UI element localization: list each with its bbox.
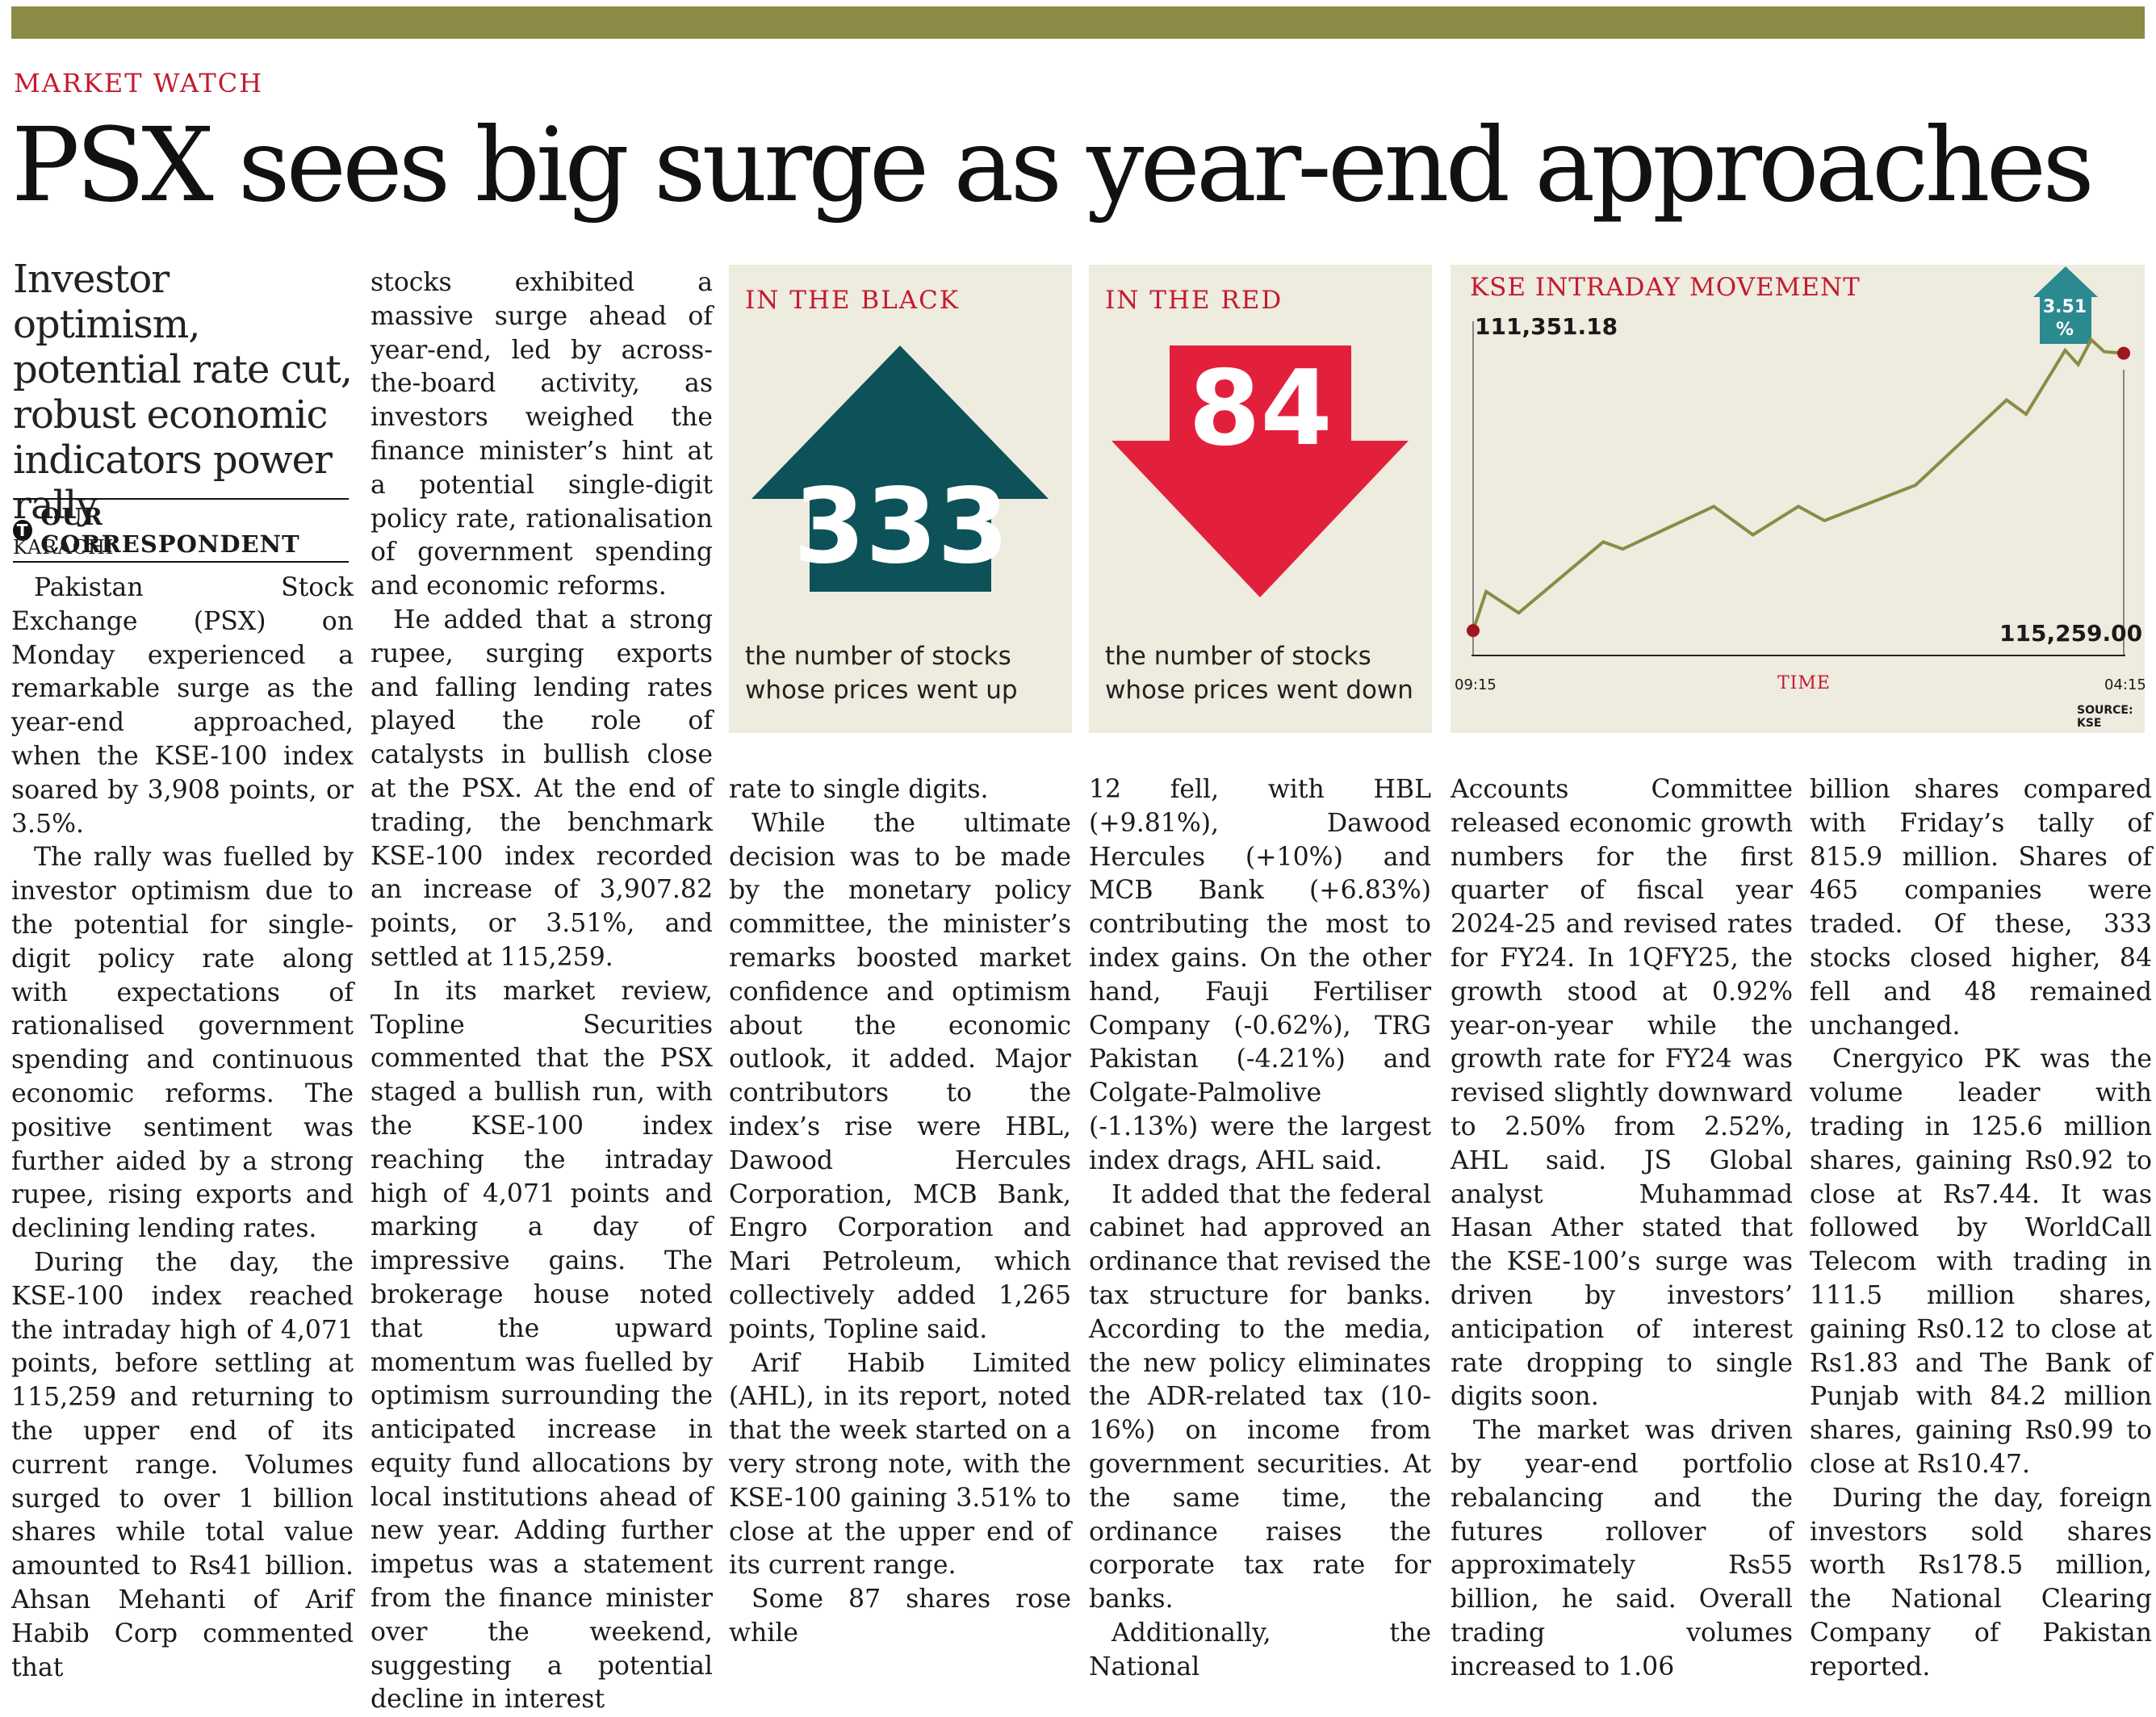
article-paragraph: The market was driven by year-end portfo…: [1451, 1416, 1793, 1681]
article-paragraph: The rally was fuelled by investor optimi…: [11, 843, 354, 1244]
x-tick-start: 09:15: [1455, 676, 1497, 693]
article-paragraph: 12 fell, with HBL (+9.81%), Dawood Hercu…: [1089, 775, 1431, 1175]
caption-line: whose prices went up: [745, 676, 1018, 705]
deck: Investor optimism, potential rate cut, r…: [13, 257, 353, 528]
caption-line: the number of stocks: [1105, 642, 1371, 671]
article-paragraph: Arif Habib Limited (AHL), in its report,…: [729, 1348, 1071, 1581]
article-paragraph: During the day, the KSE-100 index reache…: [11, 1247, 354, 1682]
source-label: SOURCE: KSE: [2077, 704, 2133, 730]
article-paragraph: stocks exhibited a massive surge ahead o…: [370, 268, 713, 601]
in-the-black-panel: IN THE BLACK 333 the number of stocks wh…: [729, 265, 1072, 733]
caption-line: the number of stocks: [745, 642, 1011, 671]
in-the-red-panel: IN THE RED 84 the number of stocks whose…: [1089, 265, 1432, 733]
column-4: 12 fell, with HBL (+9.81%), Dawood Hercu…: [1089, 773, 1431, 1685]
in-the-red-title: IN THE RED: [1105, 286, 1283, 315]
article-paragraph: Additionally, the National: [1089, 1618, 1431, 1681]
column-2: stocks exhibited a massive surge ahead o…: [370, 266, 713, 1717]
top-rule: [11, 6, 2145, 39]
caption-line: whose prices went down: [1105, 676, 1413, 705]
newspaper-logo-icon: T: [13, 520, 33, 541]
byline-text: OUR CORRESPONDENT: [40, 503, 300, 558]
dateline: KARACHI: [13, 536, 115, 559]
in-the-red-caption: the number of stocks whose prices went d…: [1105, 639, 1413, 707]
column-1: Pakistan Stock Exchange (PSX) on Monday …: [11, 572, 354, 1685]
kse-intraday-chart: KSE INTRADAY MOVEMENT 111,351.18 115,259…: [1451, 265, 2146, 733]
section-kicker: MARKET WATCH: [14, 68, 264, 98]
x-axis-label: TIME: [1777, 673, 1831, 693]
x-tick-end: 04:15: [2104, 676, 2146, 693]
in-the-red-number: 84: [1188, 349, 1333, 469]
article-paragraph: It added that the federal cabinet had ap…: [1089, 1179, 1431, 1614]
in-the-black-caption: the number of stocks whose prices went u…: [745, 639, 1018, 707]
in-the-black-title: IN THE BLACK: [745, 286, 961, 315]
pct-badge-arrow-icon: [2033, 266, 2098, 344]
kse-index-line: [1472, 337, 2125, 631]
end-value-label: 115,259.00: [1999, 620, 2143, 647]
chart-title: KSE INTRADAY MOVEMENT: [1470, 273, 1861, 302]
in-the-black-number: 333: [793, 467, 1010, 587]
percent-change-label: 3.51 %: [2042, 297, 2087, 340]
article-paragraph: rate to single digits.: [729, 775, 989, 804]
article-paragraph: Cnergyico PK was the volume leader with …: [1810, 1045, 2152, 1479]
start-value-label: 111,351.18: [1475, 313, 1618, 340]
article-paragraph: Some 87 shares rose while: [729, 1585, 1071, 1648]
chart-plot: [1467, 266, 2130, 656]
article-paragraph: During the day, foreign investors sold s…: [1810, 1483, 2152, 1681]
column-3: rate to single digits. While the ultimate…: [729, 773, 1071, 1651]
article-paragraph: billion shares compared with Friday’s ta…: [1810, 775, 2152, 1041]
start-point-marker: [1467, 624, 1480, 638]
article-paragraph: While the ultimate decision was to be ma…: [729, 808, 1071, 1344]
down-arrow-icon: [1111, 345, 1409, 597]
byline: T OUR CORRESPONDENT: [13, 498, 349, 563]
article-paragraph: In its market review, Topline Securities…: [370, 976, 713, 1715]
article-paragraph: He added that a strong rupee, surging ex…: [370, 605, 713, 972]
column-5: Accounts Committee released economic gro…: [1451, 773, 1793, 1685]
column-6: billion shares compared with Friday’s ta…: [1810, 773, 2152, 1685]
article-paragraph: Pakistan Stock Exchange (PSX) on Monday …: [11, 573, 354, 839]
article-paragraph: Accounts Committee released economic gro…: [1451, 775, 1793, 1412]
end-point-marker: [2117, 346, 2130, 360]
up-arrow-icon: [751, 345, 1049, 592]
headline: PSX sees big surge as year-end approache…: [11, 106, 2095, 224]
